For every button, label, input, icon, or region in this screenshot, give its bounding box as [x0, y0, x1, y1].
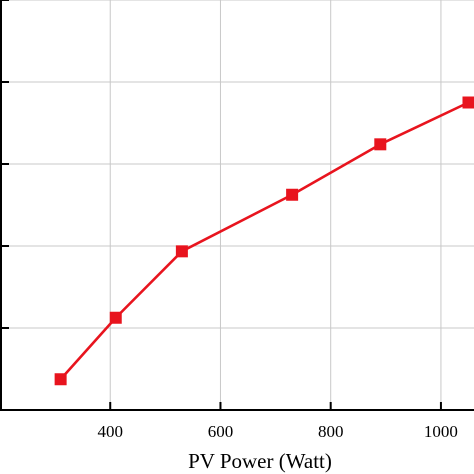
x-tick-label: 600 — [208, 422, 234, 441]
series-group — [54, 96, 474, 386]
x-tick-label: 800 — [318, 422, 344, 441]
data-point-marker — [54, 373, 67, 386]
tick-labels: 400 600 800 1000 — [97, 422, 457, 441]
data-point-marker — [374, 138, 387, 151]
data-point-marker — [109, 311, 122, 324]
data-point-marker — [462, 96, 474, 109]
x-tick-label: 1000 — [424, 422, 458, 441]
series-line — [59, 101, 470, 381]
data-point-marker — [175, 245, 188, 258]
axes — [0, 0, 474, 411]
x-axis-title: PV Power (Watt) — [188, 449, 332, 473]
grid — [0, 0, 474, 410]
data-point-marker — [286, 188, 299, 201]
x-tick-label: 400 — [97, 422, 123, 441]
